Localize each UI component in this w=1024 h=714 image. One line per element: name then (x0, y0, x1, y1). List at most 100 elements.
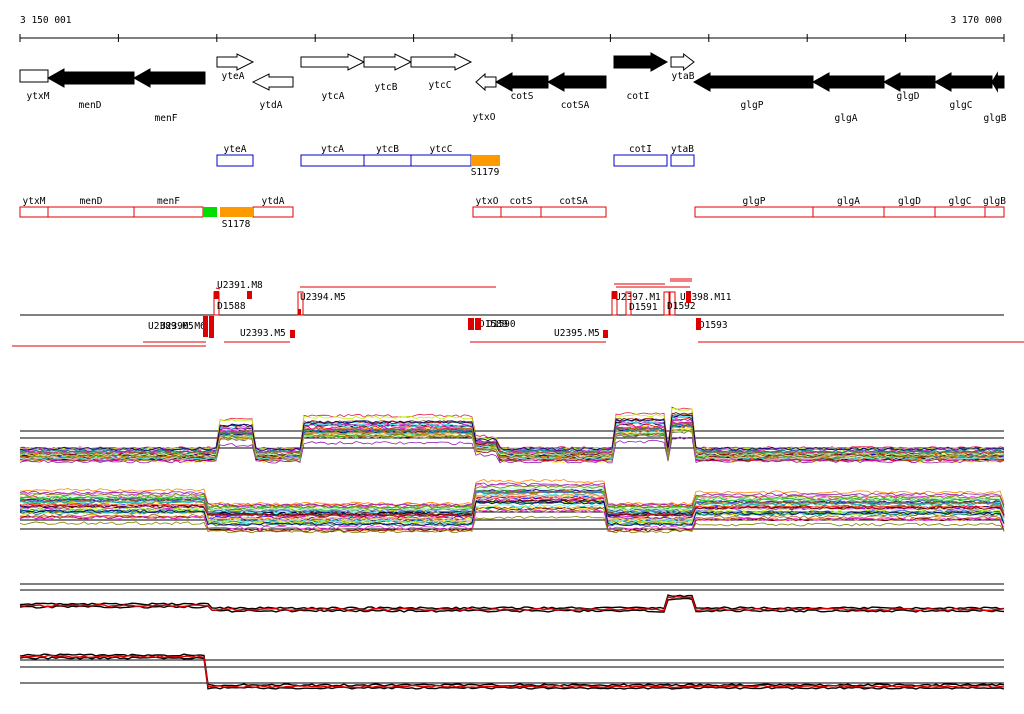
feature-anchor (247, 291, 252, 299)
segment-box-blue[interactable]: yteA (216, 144, 254, 167)
gene-label: ytxM (27, 91, 50, 102)
segment-label: glgB (983, 196, 1006, 207)
gene-arrow (811, 72, 885, 92)
gene-glgC[interactable]: glgC (933, 72, 993, 111)
upper-feature[interactable]: U2398.M11 (669, 291, 732, 316)
feature-anchor (209, 316, 214, 338)
gene-ytxO[interactable]: ytxO (473, 72, 497, 123)
expression-trace (19, 414, 1005, 451)
gene-label: ytxO (473, 112, 496, 123)
gene-label: cotSA (561, 100, 590, 111)
segment-box-red[interactable]: cotSA (540, 196, 607, 218)
gene-glgB[interactable]: glgB (984, 71, 1007, 124)
segment-box-blue[interactable]: ytcC (410, 144, 472, 167)
gene-label: cotI (627, 91, 650, 102)
feature-label: U2389.M5 (148, 321, 194, 332)
segment-label: ytxM (23, 196, 46, 207)
segment-label: glgD (898, 196, 921, 207)
gene-glgD[interactable]: glgD (882, 72, 936, 102)
feature-marker-orange[interactable]: S1179 (471, 155, 500, 178)
gene-label: glgA (835, 113, 858, 124)
gene-label: glgP (741, 100, 764, 111)
feature-label: U2393.M5 (240, 328, 286, 339)
gene-arrow (933, 72, 993, 92)
feature-anchor (468, 318, 474, 330)
upper-feature[interactable]: D1592 (663, 291, 696, 316)
gene-ytcB[interactable]: ytcB (363, 53, 413, 93)
segment-label: cotS (510, 196, 533, 207)
segment-box-blue[interactable]: ytaB (670, 144, 695, 167)
gene-menF[interactable]: menF (132, 68, 206, 124)
segment-box-blue[interactable]: cotI (613, 144, 668, 167)
segment-box-red[interactable]: menD (47, 196, 135, 218)
segment-label: glgA (837, 196, 860, 207)
expression-trace (19, 406, 1005, 450)
gene-arrow (300, 53, 366, 71)
segment-label: yteA (224, 144, 247, 155)
gene-ytcA[interactable]: ytcA (300, 53, 366, 102)
gene-cotSA[interactable]: cotSA (546, 72, 607, 111)
gene-glgA[interactable]: glgA (811, 72, 885, 124)
segment-label: glgP (743, 196, 766, 207)
segment-label: cotI (629, 144, 652, 155)
expression-trace (19, 500, 1005, 526)
summary-panel-upper (19, 583, 1005, 613)
gene-ytxM[interactable]: ytxM (19, 69, 50, 102)
segment-box-red[interactable]: ytxM (19, 196, 49, 218)
gene-ytcC[interactable]: ytcC (410, 53, 473, 91)
feature-label: U2390.M6 (160, 321, 206, 332)
expression-trace (19, 482, 1005, 507)
expression-trace (19, 515, 1005, 534)
expression-trace (19, 506, 1005, 533)
segment-box-blue[interactable]: ytcA (300, 144, 365, 167)
segment-box-red[interactable]: glgD (883, 196, 936, 218)
expression-trace (19, 493, 1005, 521)
feature-label: D1588 (217, 301, 246, 312)
segment-box-blue[interactable]: ytcB (363, 144, 412, 167)
gene-cotI[interactable]: cotI (613, 52, 669, 102)
feature-label: D1590 (487, 319, 516, 330)
gene-yteA[interactable]: yteA (216, 53, 255, 82)
feature-label: U2397.M1 (615, 292, 661, 303)
ruler-ticks (19, 34, 1005, 42)
segment-box-red[interactable]: ytdA (252, 196, 294, 218)
expression-trace (19, 418, 1005, 452)
gene-label: cotS (511, 91, 534, 102)
segment-box-red[interactable]: ytxO (472, 196, 502, 218)
gene-cotS[interactable]: cotS (494, 72, 549, 102)
segment-track-blue: yteA ytcA ytcB ytcC cotI ytaB S1179 (216, 144, 695, 178)
expression-trace (19, 428, 1004, 457)
gene-glgP[interactable]: glgP (692, 72, 814, 111)
feature-label: D1589 (479, 319, 508, 330)
feature-marker-orange[interactable]: S1178 (220, 207, 253, 230)
segment-label: menF (157, 196, 180, 207)
expression-trace (19, 485, 1005, 511)
gene-menD[interactable]: menD (46, 68, 135, 111)
gene-label: ytcA (322, 91, 345, 102)
segment-box-red[interactable]: glgA (812, 196, 885, 218)
segment-track-red: ytxM menD menF ytdA ytxO cotS cotSA glgP glgA glg… (19, 196, 1006, 230)
upper-feature[interactable]: D1591 (625, 291, 658, 316)
gene-ytaB[interactable]: ytaB (670, 52, 695, 82)
feature-marker-green[interactable] (203, 207, 217, 217)
segment-box-red[interactable]: cotS (500, 196, 542, 218)
feature-label: D1592 (667, 301, 696, 312)
expression-trace (19, 428, 1005, 459)
segment-box-red[interactable]: menF (133, 196, 204, 218)
segment-box-red[interactable]: glgC (934, 196, 986, 218)
gene-ytdA[interactable]: ytdA (251, 73, 294, 111)
segment-box-red[interactable]: glgB (983, 196, 1006, 218)
expression-trace (19, 412, 1005, 458)
segment-label: ytxO (476, 196, 499, 207)
upper-feature[interactable]: U2394.M5 (297, 291, 346, 316)
expression-panel-upper (19, 406, 1005, 464)
gene-label: ytdA (260, 100, 283, 111)
summary-trace (19, 656, 1005, 690)
segment-box-red[interactable]: glgP (694, 196, 814, 218)
gene-arrow (882, 72, 936, 92)
segment-label: menD (80, 196, 103, 207)
gene-arrow (991, 71, 1005, 93)
gene-label: ytcB (375, 82, 398, 93)
